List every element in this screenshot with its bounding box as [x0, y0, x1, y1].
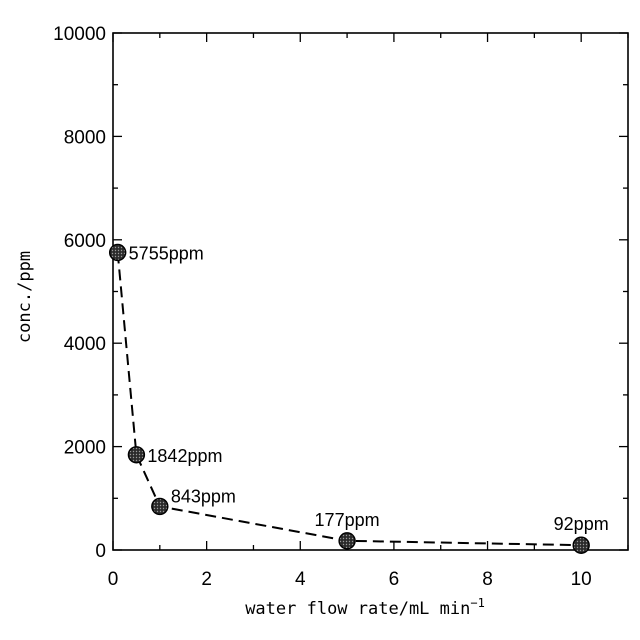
y-tick-label: 2000 [64, 438, 106, 459]
y-axis-label: conc./ppm [15, 251, 35, 343]
data-label: 1842ppm [147, 446, 222, 466]
x-axis: 0 2 4 6 8 10 [108, 33, 629, 590]
x-tick-label: 4 [295, 569, 306, 590]
data-label: 177ppm [315, 510, 380, 530]
x-tick-label: 8 [482, 569, 493, 590]
y-tick-label: 8000 [64, 127, 106, 148]
y-tick-label: 10000 [53, 24, 106, 45]
x-tick-label: 6 [389, 569, 400, 590]
x-axis-label-exponent: −1 [470, 596, 484, 610]
x-tick-label: 0 [108, 569, 119, 590]
data-label: 92ppm [554, 514, 609, 534]
plot-frame [112, 32, 629, 551]
data-label: 5755ppm [129, 243, 204, 263]
y-tick-label: 0 [95, 541, 106, 562]
y-axis: 0 2000 4000 6000 8000 10000 [53, 24, 628, 562]
y-tick-label: 4000 [64, 334, 106, 355]
x-axis-label-text: water flow rate/mL min [245, 599, 470, 619]
data-point [127, 446, 146, 464]
data-point [151, 497, 169, 516]
x-axis-label: water flow rate/mL min−1 [245, 596, 485, 619]
data-points [108, 243, 590, 554]
data-point [338, 532, 356, 550]
x-tick-label: 2 [201, 569, 212, 590]
data-point [108, 243, 127, 262]
data-label: 843ppm [171, 486, 236, 506]
y-tick-label: 6000 [64, 231, 106, 252]
data-point [572, 536, 590, 554]
x-tick-label: 10 [571, 569, 592, 590]
data-labels: 5755ppm 1842ppm 843ppm 177ppm 92ppm [129, 243, 609, 534]
